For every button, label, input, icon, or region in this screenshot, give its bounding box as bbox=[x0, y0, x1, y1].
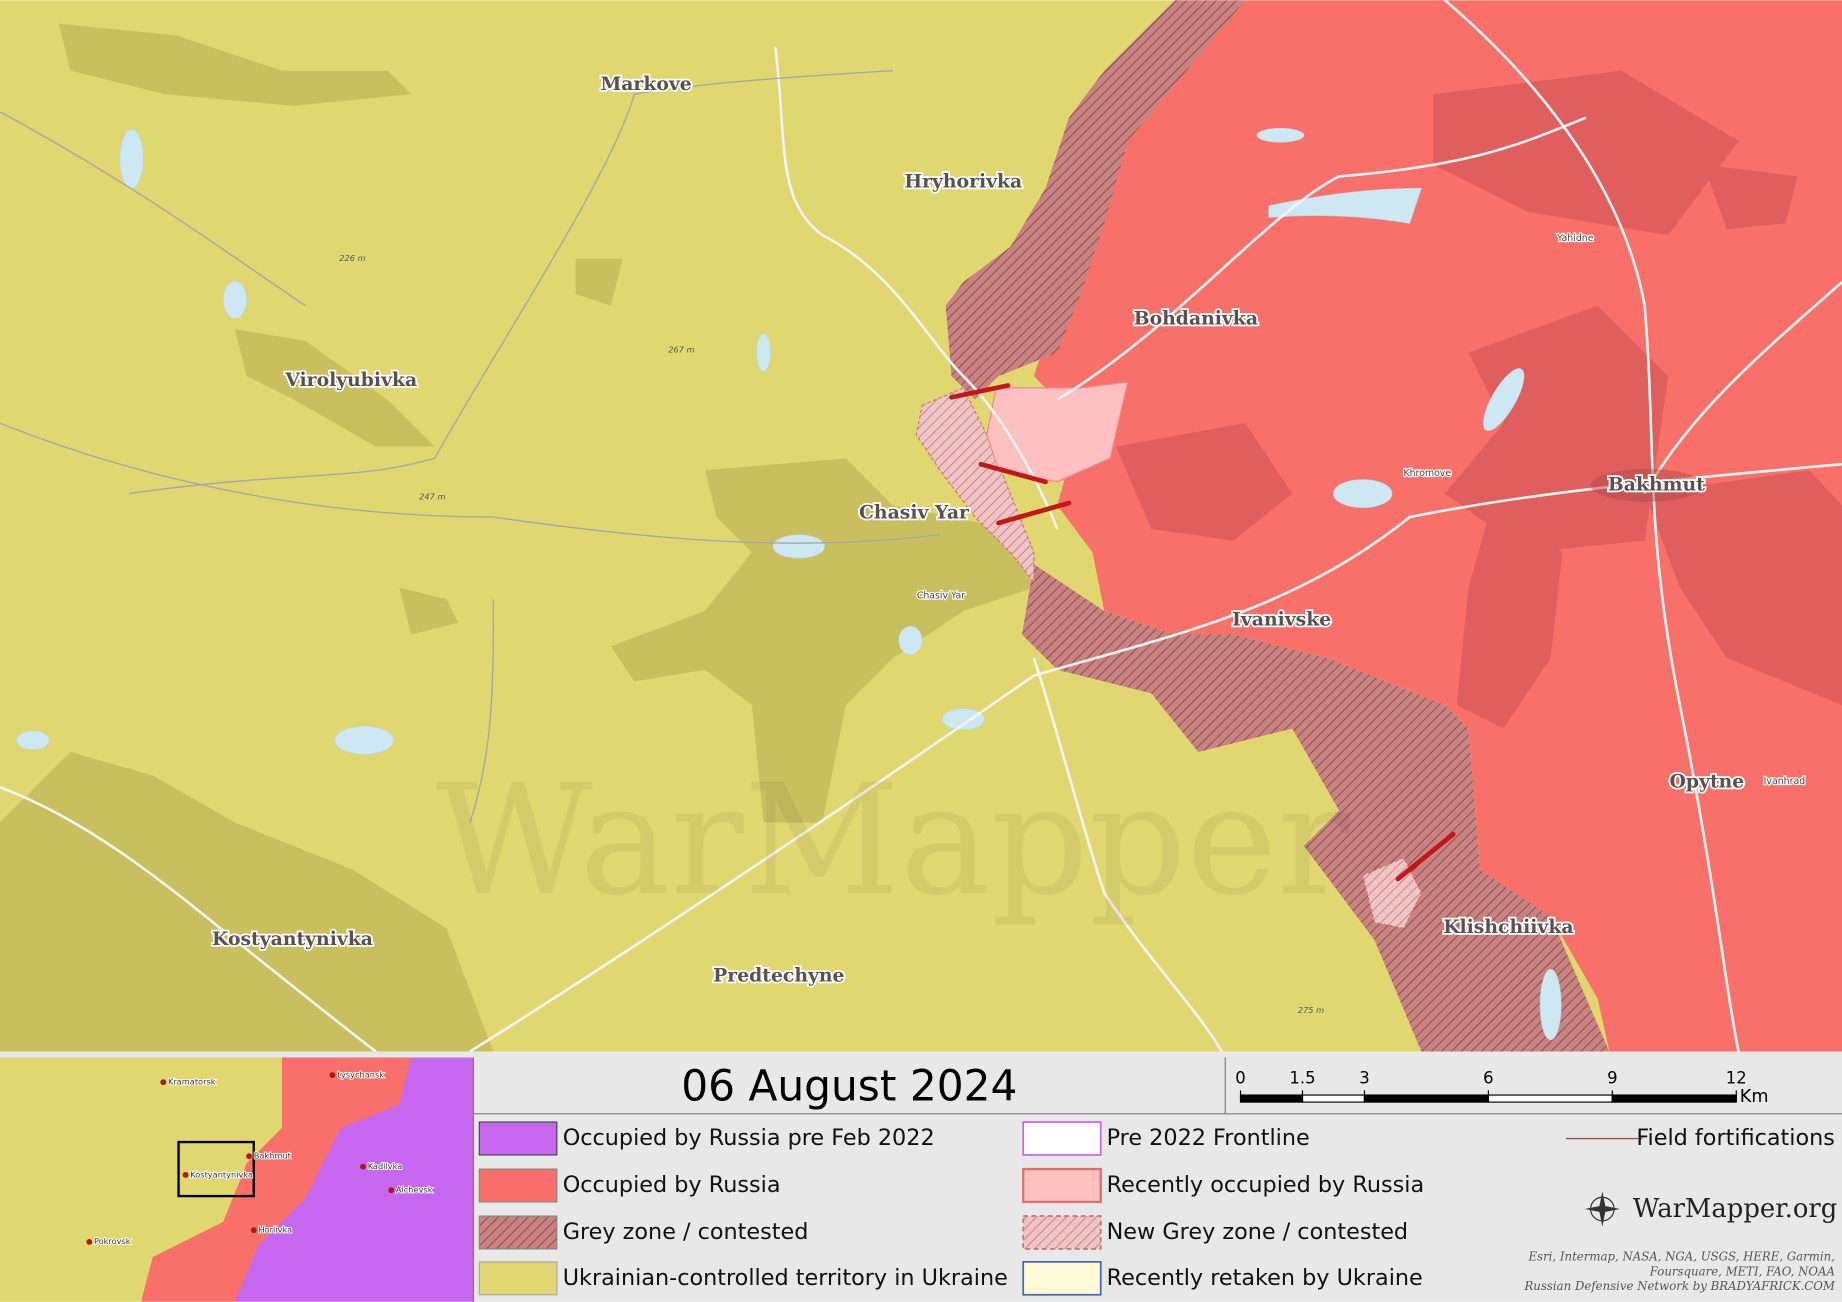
inset-label: Kadiivka bbox=[368, 1161, 403, 1171]
place-label: Opytne bbox=[1670, 771, 1745, 793]
minor-label: Yahidne bbox=[1556, 233, 1594, 244]
elevation-label: 267 m bbox=[668, 345, 694, 355]
inset-city bbox=[246, 1153, 252, 1160]
elevation-label: 247 m bbox=[419, 491, 445, 501]
elevation-label: 226 m bbox=[339, 253, 365, 263]
main-map: WarMapper Markove Hryhorivka Bohdanivka Vir… bbox=[0, 0, 1842, 1052]
scale-segment bbox=[1611, 1094, 1737, 1103]
inset-label: Lysychansk bbox=[337, 1069, 384, 1079]
inset-city bbox=[160, 1079, 167, 1086]
legend-label: Pre 2022 Frontline bbox=[1107, 1125, 1310, 1151]
inset-label: Alchevsk bbox=[396, 1185, 433, 1195]
inset-city bbox=[360, 1163, 366, 1170]
scale-segment bbox=[1363, 1094, 1489, 1103]
place-label: Klishchiivka bbox=[1443, 916, 1573, 938]
inset-city bbox=[388, 1187, 395, 1194]
attribution: Esri, Intermap, NASA, NGA, USGS, HERE, G… bbox=[1527, 1250, 1834, 1264]
inset-label: Kramatorsk bbox=[168, 1076, 216, 1086]
scale-label: 9 bbox=[1607, 1068, 1617, 1087]
scale-label: 6 bbox=[1483, 1068, 1493, 1087]
legend-label: Grey zone / contested bbox=[563, 1219, 809, 1245]
legend-label: Recently occupied by Russia bbox=[1107, 1172, 1425, 1198]
inset-label: Pokrovsk bbox=[94, 1236, 131, 1246]
place-label: Ivanivske bbox=[1232, 608, 1331, 630]
minor-label: Chasiv Yar bbox=[917, 590, 965, 601]
legend-label: Occupied by Russia bbox=[563, 1172, 781, 1198]
minor-label: Ivanhrad bbox=[1764, 776, 1806, 787]
place-label: Predtechyne bbox=[713, 964, 844, 986]
inset-label: Bakhmut bbox=[254, 1150, 292, 1160]
place-label: Bohdanivka bbox=[1134, 308, 1258, 330]
legend-label: Recently retaken by Ukraine bbox=[1107, 1265, 1423, 1291]
place-label: Chasiv Yar bbox=[859, 502, 970, 524]
scale-label: 12 bbox=[1726, 1068, 1747, 1087]
legend-label: Field fortifications bbox=[1636, 1125, 1835, 1151]
inset-city bbox=[86, 1238, 93, 1245]
place-label: Bakhmut bbox=[1608, 473, 1705, 495]
brand: WarMapper.org bbox=[1633, 1194, 1837, 1224]
scale-segment bbox=[1487, 1094, 1613, 1103]
attribution: Foursquare, METI, FAO, NOAA bbox=[1649, 1264, 1835, 1278]
place-label: Markove bbox=[600, 73, 691, 95]
watermark: WarMapper bbox=[436, 752, 1350, 930]
scale-unit: Km bbox=[1740, 1087, 1769, 1107]
legend: Occupied by Russia pre Feb 2022 Occupied … bbox=[478, 1121, 1835, 1296]
inset-label: Horlivka bbox=[258, 1224, 292, 1234]
inset-label: Kostyantynivka bbox=[190, 1169, 253, 1179]
legend-label: Occupied by Russia pre Feb 2022 bbox=[563, 1125, 935, 1151]
scale-label: 0 bbox=[1235, 1068, 1245, 1087]
attribution: Russian Defensive Network by BRADYAFRICK… bbox=[1523, 1279, 1835, 1293]
legend-label: New Grey zone / contested bbox=[1107, 1219, 1409, 1245]
legend-label: Ukrainian-controlled territory in Ukrain… bbox=[563, 1265, 1008, 1291]
inset-city bbox=[182, 1171, 189, 1178]
roads bbox=[0, 0, 1842, 1052]
inset-map: Lysychansk Kramatorsk BakhmutKostyantynivk… bbox=[0, 1057, 474, 1302]
place-label: Virolyubivka bbox=[284, 369, 417, 391]
place-label: Kostyantynivka bbox=[212, 928, 373, 950]
inset-city bbox=[329, 1072, 336, 1079]
inset-city bbox=[250, 1227, 257, 1234]
elevation-label: 275 m bbox=[1298, 1005, 1324, 1015]
scale-label: 1.5 bbox=[1289, 1068, 1315, 1087]
scale-label: 3 bbox=[1359, 1068, 1369, 1087]
date-title: 06 August 2024 bbox=[681, 1062, 1017, 1111]
place-label: Hryhorivka bbox=[904, 170, 1022, 192]
scale-segment bbox=[1301, 1094, 1366, 1103]
minor-label: Khromove bbox=[1403, 468, 1451, 479]
scale-segment bbox=[1239, 1094, 1304, 1103]
